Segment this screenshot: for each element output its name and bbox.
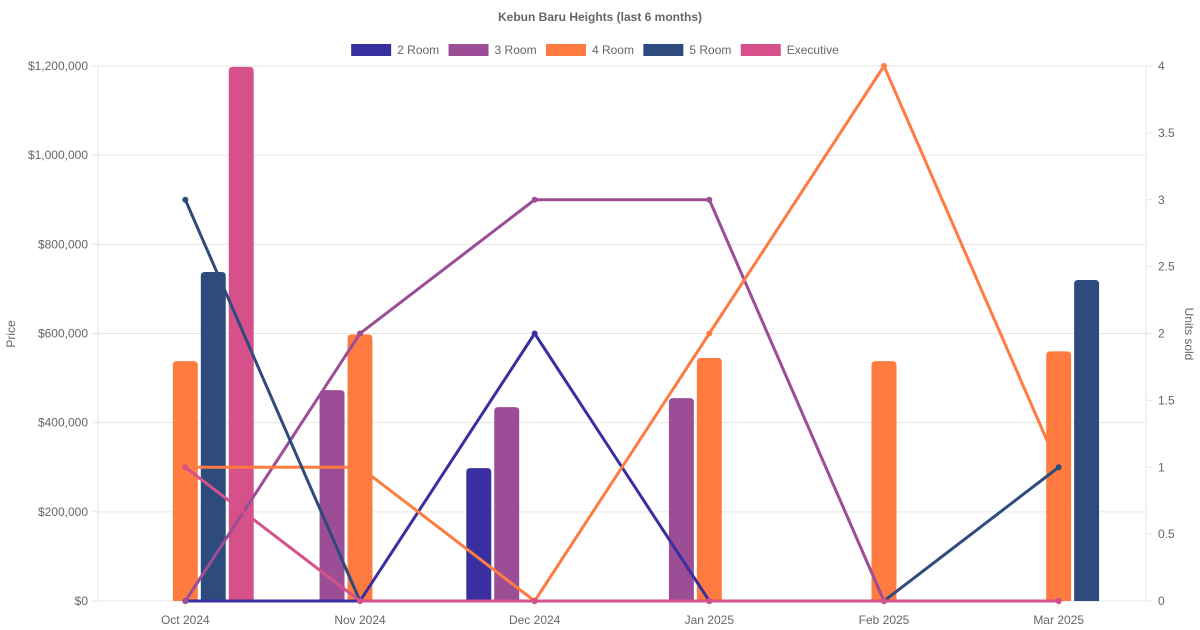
legend-item-2-room[interactable]: 2 Room xyxy=(351,43,439,57)
legend-item-4-room[interactable]: 4 Room xyxy=(545,43,634,57)
y-tick-label: $200,000 xyxy=(38,505,88,519)
point-5-room xyxy=(1055,464,1062,471)
legend-label: Executive xyxy=(787,43,839,57)
y-tick-label: $400,000 xyxy=(38,416,88,430)
point-2-room xyxy=(531,330,538,337)
y2-tick-label: 0 xyxy=(1158,594,1165,608)
bar-3-room xyxy=(319,390,345,601)
point-executive xyxy=(182,464,189,471)
line-executive xyxy=(184,466,1059,603)
y2-tick-label: 3.5 xyxy=(1158,126,1175,140)
bar-executive xyxy=(228,66,254,602)
point-4-room xyxy=(706,330,713,337)
bar-3-room xyxy=(494,407,520,601)
legend-label: 5 Room xyxy=(689,43,731,57)
bar-4-room xyxy=(172,361,198,601)
legend-swatch xyxy=(740,44,781,56)
legend-label: 2 Room xyxy=(397,43,439,57)
legend-swatch xyxy=(643,44,684,56)
point-5-room xyxy=(182,196,189,203)
x-tick-label: Oct 2024 xyxy=(161,613,210,627)
legend-label: 4 Room xyxy=(592,43,634,57)
y-axis-price: $0 $200,000 $400,000 $600,000 $800,000 $1,000… xyxy=(28,59,99,608)
y-tick-label: $0 xyxy=(75,594,89,608)
bar-5-room xyxy=(200,271,226,601)
x-tick-label: Nov 2024 xyxy=(334,613,386,627)
point-4-room xyxy=(357,464,363,471)
y-tick-label: $600,000 xyxy=(38,327,88,341)
line-3-room xyxy=(184,198,1059,603)
point-3-room xyxy=(706,196,713,203)
point-3-room xyxy=(357,330,363,337)
legend-item-3-room[interactable]: 3 Room xyxy=(448,43,537,57)
y2-tick-label: 1.5 xyxy=(1158,393,1175,407)
y-tick-label: $1,200,000 xyxy=(28,59,88,73)
line-series xyxy=(182,63,1062,604)
point-4-room xyxy=(881,63,887,69)
legend-swatch xyxy=(545,44,586,56)
bar-5-room xyxy=(1074,280,1100,601)
bar-4-room xyxy=(871,361,897,601)
point-executive xyxy=(357,598,363,604)
x-tick-label: Jan 2025 xyxy=(685,613,735,627)
y2-tick-label: 2.5 xyxy=(1158,260,1175,274)
y2-tick-label: 2 xyxy=(1158,327,1165,341)
y-tick-label: $1,000,000 xyxy=(28,148,88,162)
x-axis: Oct 2024 Nov 2024 Dec 2024 Jan 2025 Feb 2025… xyxy=(161,601,1084,627)
chart-title: Kebun Baru Heights (last 6 months) xyxy=(498,10,702,24)
point-executive xyxy=(1055,598,1062,604)
legend-label: 3 Room xyxy=(495,43,537,57)
y2-tick-label: 0.5 xyxy=(1158,527,1175,541)
point-3-room xyxy=(531,196,538,203)
y2-axis-title: Units sold xyxy=(1182,308,1196,361)
bar-4-room xyxy=(696,358,722,601)
legend-item-5-room[interactable]: 5 Room xyxy=(643,43,731,57)
legend-item-executive[interactable]: Executive xyxy=(740,43,839,57)
x-tick-label: Dec 2024 xyxy=(509,613,561,627)
legend-swatch xyxy=(448,44,489,56)
bar-4-room xyxy=(1046,351,1072,601)
y2-tick-label: 4 xyxy=(1158,59,1165,73)
point-executive xyxy=(881,598,887,604)
y-axis-title: Price xyxy=(4,320,18,348)
gridlines xyxy=(98,65,1146,602)
point-3-room xyxy=(182,598,189,604)
x-tick-label: Feb 2025 xyxy=(859,613,910,627)
legend-swatch xyxy=(351,44,392,56)
bar-2-room xyxy=(466,468,492,601)
y-tick-label: $800,000 xyxy=(38,237,88,251)
legend: 2 Room 3 Room 4 Room 5 Room Executive xyxy=(351,43,839,57)
y2-tick-label: 3 xyxy=(1158,193,1165,207)
y-axis-units: 0 0.5 1 1.5 2 2.5 3 3.5 4 xyxy=(1145,59,1175,608)
line-4-room xyxy=(185,64,1061,603)
y2-tick-label: 1 xyxy=(1158,460,1165,474)
point-executive xyxy=(531,598,538,604)
point-executive xyxy=(706,598,713,604)
x-tick-label: Mar 2025 xyxy=(1033,613,1084,627)
